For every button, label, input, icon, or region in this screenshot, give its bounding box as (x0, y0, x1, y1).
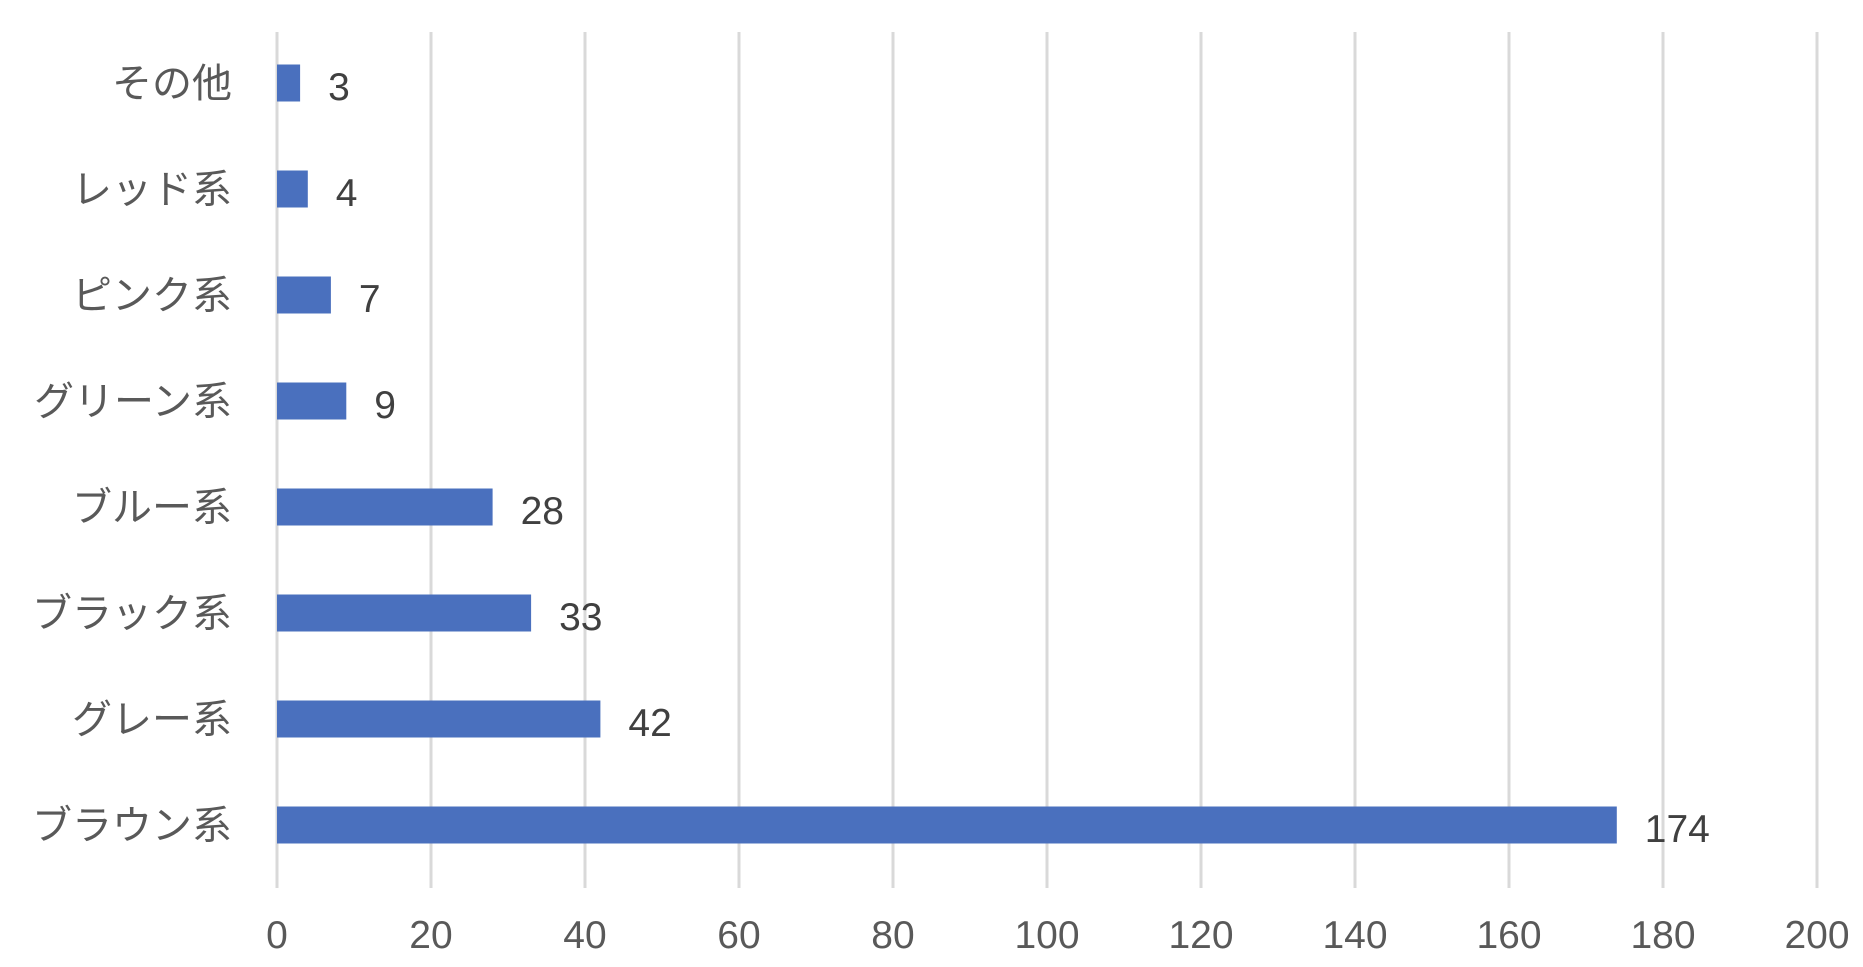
data-label: 9 (374, 384, 396, 427)
bar-2 (277, 170, 308, 208)
x-tick-label: 140 (1322, 914, 1387, 957)
x-tick-label: 160 (1476, 914, 1541, 957)
data-label: 42 (628, 702, 671, 745)
category-label: グレー系 (72, 697, 232, 743)
bar-7 (277, 700, 601, 738)
x-tick-label: 200 (1784, 914, 1849, 957)
bars (277, 64, 1617, 844)
bar-4 (277, 382, 347, 420)
bar-5 (277, 488, 493, 526)
x-tick-label: 180 (1630, 914, 1695, 957)
category-label: ブルー系 (72, 485, 232, 531)
category-label: グリーン系 (34, 379, 232, 425)
bar-6 (277, 594, 532, 632)
x-tick-label: 0 (266, 914, 288, 957)
category-label: ブラウン系 (32, 803, 232, 849)
x-tick-label: 20 (409, 914, 452, 957)
bar-8 (277, 806, 1617, 844)
x-tick-label: 80 (871, 914, 914, 957)
x-tick-label: 100 (1014, 914, 1079, 957)
bar-1 (277, 64, 301, 102)
gridlines (275, 32, 1819, 888)
data-labels: 3 4 7 9 28 33 42 174 (328, 66, 1710, 851)
data-label: 4 (336, 172, 358, 215)
category-label: レッド系 (72, 167, 232, 213)
data-label: 3 (328, 66, 350, 109)
data-label: 174 (1645, 808, 1710, 851)
data-label: 28 (521, 490, 564, 533)
x-tick-label: 40 (563, 914, 606, 957)
category-label: ピンク系 (72, 273, 232, 319)
x-axis-tick-labels: 0 20 40 60 80 100 120 140 160 180 200 (266, 914, 1849, 957)
category-label: その他 (112, 61, 232, 107)
data-label: 33 (559, 596, 602, 639)
data-label: 7 (359, 278, 381, 321)
x-tick-label: 120 (1168, 914, 1233, 957)
bar-3 (277, 276, 331, 314)
x-tick-label: 60 (717, 914, 760, 957)
category-label: ブラック系 (32, 591, 232, 637)
